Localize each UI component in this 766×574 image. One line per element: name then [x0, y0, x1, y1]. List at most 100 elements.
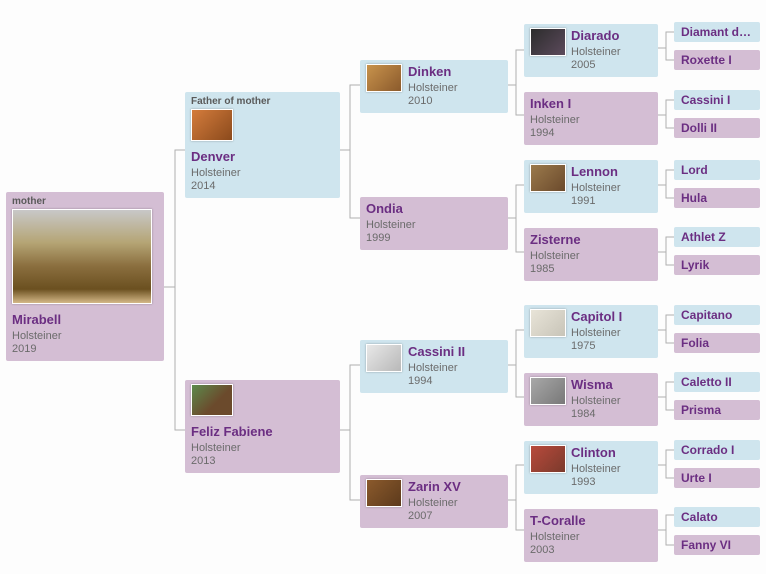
- horse-name: Prisma: [681, 403, 753, 417]
- horse-breed: Holsteiner: [366, 219, 502, 231]
- horse-breed: Holsteiner: [408, 497, 502, 509]
- horse-name: T-Coralle: [530, 513, 652, 528]
- pedigree-g5-h[interactable]: Lyrik: [674, 255, 760, 275]
- horse-breed: Holsteiner: [191, 167, 334, 179]
- pedigree-subject[interactable]: mother Mirabell Holsteiner 2019: [6, 192, 164, 361]
- pedigree-g5-o[interactable]: Calato: [674, 507, 760, 527]
- pedigree-g5-b[interactable]: Roxette I: [674, 50, 760, 70]
- horse-year: 1985: [530, 263, 652, 275]
- horse-year: 1994: [408, 375, 502, 387]
- pedigree-g3-d[interactable]: Zarin XV Holsteiner 2007: [360, 475, 508, 528]
- horse-year: 1984: [571, 408, 652, 420]
- role-label: mother: [12, 196, 158, 207]
- pedigree-g3-b[interactable]: Ondia Holsteiner 1999: [360, 197, 508, 250]
- pedigree-g5-k[interactable]: Caletto II: [674, 372, 760, 392]
- pedigree-g5-m[interactable]: Corrado I: [674, 440, 760, 460]
- horse-name: Dinken: [408, 64, 502, 79]
- horse-breed: Holsteiner: [530, 531, 652, 543]
- pedigree-g4-f[interactable]: Wisma Holsteiner1984: [524, 373, 658, 426]
- horse-breed: Holsteiner: [571, 395, 652, 407]
- pedigree-g4-c[interactable]: Lennon Holsteiner1991: [524, 160, 658, 213]
- horse-breed: Holsteiner: [12, 330, 158, 342]
- pedigree-g5-j[interactable]: Folia: [674, 333, 760, 353]
- horse-photo: [530, 309, 566, 337]
- horse-photo: [191, 384, 233, 416]
- horse-breed: Holsteiner: [408, 362, 502, 374]
- horse-name: Roxette I: [681, 53, 753, 67]
- horse-name: Capitol I: [571, 309, 652, 324]
- horse-name: Hula: [681, 191, 753, 205]
- horse-photo: [366, 344, 402, 372]
- horse-photo: [530, 377, 566, 405]
- horse-breed: Holsteiner: [530, 114, 652, 126]
- horse-year: 1993: [571, 476, 652, 488]
- horse-photo: [366, 64, 402, 92]
- pedigree-g4-e[interactable]: Capitol I Holsteiner1975: [524, 305, 658, 358]
- horse-name: Mirabell: [12, 312, 158, 327]
- role-label: Father of mother: [191, 96, 334, 107]
- pedigree-g5-d[interactable]: Dolli II: [674, 118, 760, 138]
- horse-photo: [530, 445, 566, 473]
- pedigree-g5-f[interactable]: Hula: [674, 188, 760, 208]
- pedigree-g5-p[interactable]: Fanny VI: [674, 535, 760, 555]
- pedigree-g5-c[interactable]: Cassini I: [674, 90, 760, 110]
- horse-name: Wisma: [571, 377, 652, 392]
- pedigree-g5-a[interactable]: Diamant de …: [674, 22, 760, 42]
- horse-photo: [12, 209, 152, 304]
- pedigree-g4-g[interactable]: Clinton Holsteiner1993: [524, 441, 658, 494]
- horse-name: Corrado I: [681, 443, 753, 457]
- horse-year: 2010: [408, 95, 502, 107]
- horse-name: Zisterne: [530, 232, 652, 247]
- horse-name: Denver: [191, 149, 334, 164]
- horse-name: Cassini I: [681, 93, 753, 107]
- horse-name: Cassini II: [408, 344, 502, 359]
- horse-name: Fanny VI: [681, 538, 753, 552]
- horse-photo: [530, 164, 566, 192]
- pedigree-g3-c[interactable]: Cassini II Holsteiner 1994: [360, 340, 508, 393]
- horse-name: Lennon: [571, 164, 652, 179]
- pedigree-g5-l[interactable]: Prisma: [674, 400, 760, 420]
- horse-photo: [366, 479, 402, 507]
- pedigree-g4-b[interactable]: Inken I Holsteiner1994: [524, 92, 658, 145]
- pedigree-tree: mother Mirabell Holsteiner 2019 Father o…: [0, 0, 766, 574]
- horse-name: Inken I: [530, 96, 652, 111]
- horse-name: Zarin XV: [408, 479, 502, 494]
- horse-name: Lord: [681, 163, 753, 177]
- horse-year: 1991: [571, 195, 652, 207]
- horse-year: 2014: [191, 180, 334, 192]
- pedigree-g5-n[interactable]: Urte I: [674, 468, 760, 488]
- horse-name: Lyrik: [681, 258, 753, 272]
- horse-photo: [530, 28, 566, 56]
- horse-year: 1975: [571, 340, 652, 352]
- horse-breed: Holsteiner: [408, 82, 502, 94]
- horse-breed: Holsteiner: [571, 182, 652, 194]
- horse-name: Urte I: [681, 471, 753, 485]
- pedigree-g4-h[interactable]: T-Coralle Holsteiner2003: [524, 509, 658, 562]
- horse-name: Dolli II: [681, 121, 753, 135]
- horse-breed: Holsteiner: [191, 442, 334, 454]
- horse-name: Feliz Fabiene: [191, 424, 334, 439]
- pedigree-g5-g[interactable]: Athlet Z: [674, 227, 760, 247]
- pedigree-dam-g2[interactable]: Feliz Fabiene Holsteiner 2013: [185, 380, 340, 473]
- pedigree-g4-d[interactable]: Zisterne Holsteiner1985: [524, 228, 658, 281]
- pedigree-g5-e[interactable]: Lord: [674, 160, 760, 180]
- horse-year: 2003: [530, 544, 652, 556]
- horse-name: Capitano: [681, 308, 753, 322]
- horse-year: 1994: [530, 127, 652, 139]
- pedigree-sire-g2[interactable]: Father of mother Denver Holsteiner 2014: [185, 92, 340, 198]
- horse-name: Diamant de …: [681, 25, 753, 39]
- pedigree-g3-a[interactable]: Dinken Holsteiner 2010: [360, 60, 508, 113]
- horse-breed: Holsteiner: [571, 463, 652, 475]
- pedigree-g5-i[interactable]: Capitano: [674, 305, 760, 325]
- horse-name: Folia: [681, 336, 753, 350]
- horse-breed: Holsteiner: [530, 250, 652, 262]
- horse-name: Caletto II: [681, 375, 753, 389]
- horse-name: Athlet Z: [681, 230, 753, 244]
- pedigree-g4-a[interactable]: DiaradoHolsteiner2005: [524, 24, 658, 77]
- horse-year: 2019: [12, 343, 158, 355]
- horse-breed: Holsteiner: [571, 46, 652, 58]
- horse-name: Clinton: [571, 445, 652, 460]
- horse-photo: [191, 109, 233, 141]
- horse-breed: Holsteiner: [571, 327, 652, 339]
- horse-year: 2013: [191, 455, 334, 467]
